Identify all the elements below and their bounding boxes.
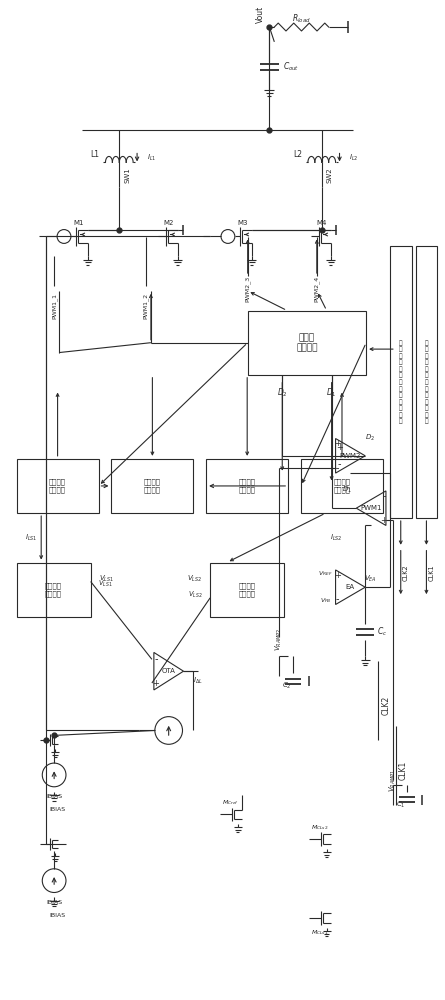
Text: 第一采样
保持电路: 第一采样 保持电路: [45, 583, 62, 597]
Text: Vout: Vout: [255, 6, 264, 23]
Text: EA: EA: [346, 584, 355, 590]
Text: PWM2_3: PWM2_3: [245, 276, 251, 302]
Text: +: +: [334, 571, 341, 580]
Text: $V_{FB}$: $V_{FB}$: [320, 597, 332, 605]
Text: -: -: [336, 594, 339, 604]
Text: $I_{\Delta L}$: $I_{\Delta L}$: [194, 676, 203, 686]
Text: 第二电流
检测电路: 第二电流 检测电路: [333, 479, 351, 493]
Text: 第
一
充
放
电
控
制
信
号
生
成
电
路: 第 一 充 放 电 控 制 信 号 生 成 电 路: [425, 340, 428, 424]
Text: -: -: [338, 459, 341, 469]
Text: +: +: [336, 443, 343, 452]
Text: 第一电流
检测电路: 第一电流 检测电路: [49, 479, 66, 493]
Text: IBIAS: IBIAS: [49, 913, 65, 918]
Text: IBIAS: IBIAS: [46, 900, 62, 905]
Text: $V_{LS2}$: $V_{LS2}$: [188, 590, 202, 600]
Text: OTA: OTA: [162, 668, 176, 674]
Bar: [206, 459, 288, 513]
Text: $I_{LS2}$: $I_{LS2}$: [330, 533, 342, 543]
Text: PWM2: PWM2: [340, 453, 361, 459]
Text: 第二时间
检测电路: 第二时间 检测电路: [239, 479, 256, 493]
Text: -: -: [382, 491, 386, 501]
Text: IBIAS: IBIAS: [49, 807, 65, 812]
Bar: [390, 246, 412, 518]
Text: $I_{L1}$: $I_{L1}$: [147, 152, 156, 163]
Text: $M_{CLs2}$: $M_{CLs2}$: [311, 823, 328, 832]
Text: $I_{LS1}$: $I_{LS1}$: [25, 533, 37, 543]
Text: 第
二
充
放
电
控
制
信
号
生
成
电
路: 第 二 充 放 电 控 制 信 号 生 成 电 路: [399, 340, 402, 424]
Text: CLK1: CLK1: [429, 564, 434, 581]
Text: $I_{L2}$: $I_{L2}$: [349, 152, 359, 163]
Text: $M_{Cref}$: $M_{Cref}$: [222, 798, 239, 807]
Bar: [16, 563, 91, 617]
Text: $C_1$: $C_1$: [396, 799, 405, 810]
Text: IBIAS: IBIAS: [46, 794, 62, 799]
Text: $C_c$: $C_c$: [377, 625, 387, 638]
Text: $M_{CLs1}$: $M_{CLs1}$: [311, 929, 328, 937]
Text: L1: L1: [90, 150, 100, 159]
Text: $C_{out}$: $C_{out}$: [283, 60, 299, 73]
Text: CLK2: CLK2: [403, 564, 409, 581]
Text: $V_{LS1}$: $V_{LS1}$: [98, 579, 113, 589]
Bar: [16, 459, 98, 513]
Bar: [248, 311, 366, 375]
Text: +: +: [152, 679, 159, 688]
Text: $D_1$: $D_1$: [342, 485, 352, 495]
Text: M3: M3: [238, 220, 248, 226]
Text: M1: M1: [73, 220, 84, 226]
Text: PWM2_4: PWM2_4: [314, 276, 320, 302]
Text: PWM1_2: PWM1_2: [143, 293, 149, 319]
Text: SW1: SW1: [124, 167, 130, 183]
Text: $V_{REF}$: $V_{REF}$: [318, 569, 333, 578]
Text: CLK2: CLK2: [381, 696, 390, 715]
Text: PWM1: PWM1: [360, 505, 382, 511]
Text: $D_2$: $D_2$: [365, 433, 375, 443]
Bar: [416, 246, 437, 518]
Text: +: +: [334, 439, 341, 448]
Text: $V_{LS2}$: $V_{LS2}$: [187, 574, 202, 584]
Text: $V_{RAMP2}$: $V_{RAMP2}$: [274, 628, 284, 651]
Text: M4: M4: [316, 220, 327, 226]
Text: $V_{EA}$: $V_{EA}$: [364, 574, 376, 584]
Text: 逻辑及
驱动电路: 逻辑及 驱动电路: [296, 333, 318, 352]
Text: -: -: [336, 463, 339, 473]
Text: CLK1: CLK1: [398, 760, 407, 780]
Text: PWM1_1: PWM1_1: [51, 293, 57, 319]
Text: $C_2$: $C_2$: [283, 681, 292, 691]
Text: $V_{LS1}$: $V_{LS1}$: [98, 574, 114, 584]
Text: 第一时间
检测电路: 第一时间 检测电路: [144, 479, 161, 493]
Text: L2: L2: [293, 150, 302, 159]
Text: $V_{RAMP1}$: $V_{RAMP1}$: [388, 768, 398, 792]
Text: $R_{load}$: $R_{load}$: [291, 13, 310, 25]
Text: +: +: [380, 516, 388, 525]
Bar: [210, 563, 284, 617]
Text: 第二采样
保持电路: 第二采样 保持电路: [239, 583, 256, 597]
Text: -: -: [154, 654, 158, 664]
Text: $D_2$: $D_2$: [277, 386, 287, 399]
Text: SW2: SW2: [327, 167, 333, 183]
Text: $D_1$: $D_1$: [326, 386, 337, 399]
Bar: [301, 459, 383, 513]
Text: M2: M2: [163, 220, 174, 226]
Bar: [111, 459, 194, 513]
